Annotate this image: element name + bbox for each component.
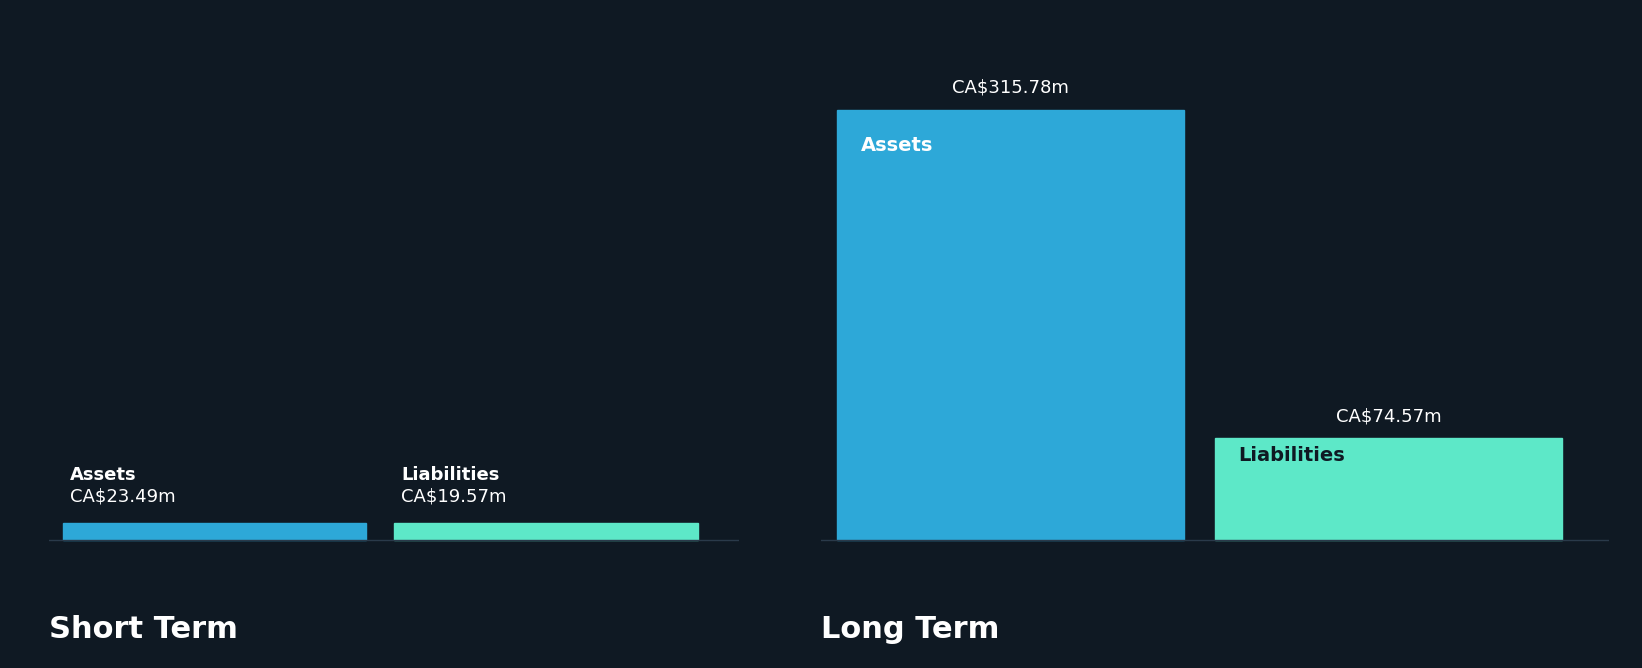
Bar	[1215, 438, 1562, 540]
Text: CA$74.57m: CA$74.57m	[1335, 407, 1442, 426]
Text: Liabilities: Liabilities	[401, 466, 499, 484]
Text: CA$315.78m: CA$315.78m	[952, 79, 1069, 97]
Text: Short Term: Short Term	[49, 615, 238, 643]
Text: Assets: Assets	[860, 136, 933, 154]
Text: CA$23.49m: CA$23.49m	[71, 488, 176, 506]
Bar	[62, 523, 366, 540]
Text: Assets: Assets	[71, 466, 136, 484]
Bar	[837, 110, 1184, 540]
Text: Long Term: Long Term	[821, 615, 1000, 643]
Text: CA$19.57m: CA$19.57m	[401, 488, 506, 506]
Bar	[394, 523, 698, 540]
Text: Liabilities: Liabilities	[1238, 446, 1345, 465]
